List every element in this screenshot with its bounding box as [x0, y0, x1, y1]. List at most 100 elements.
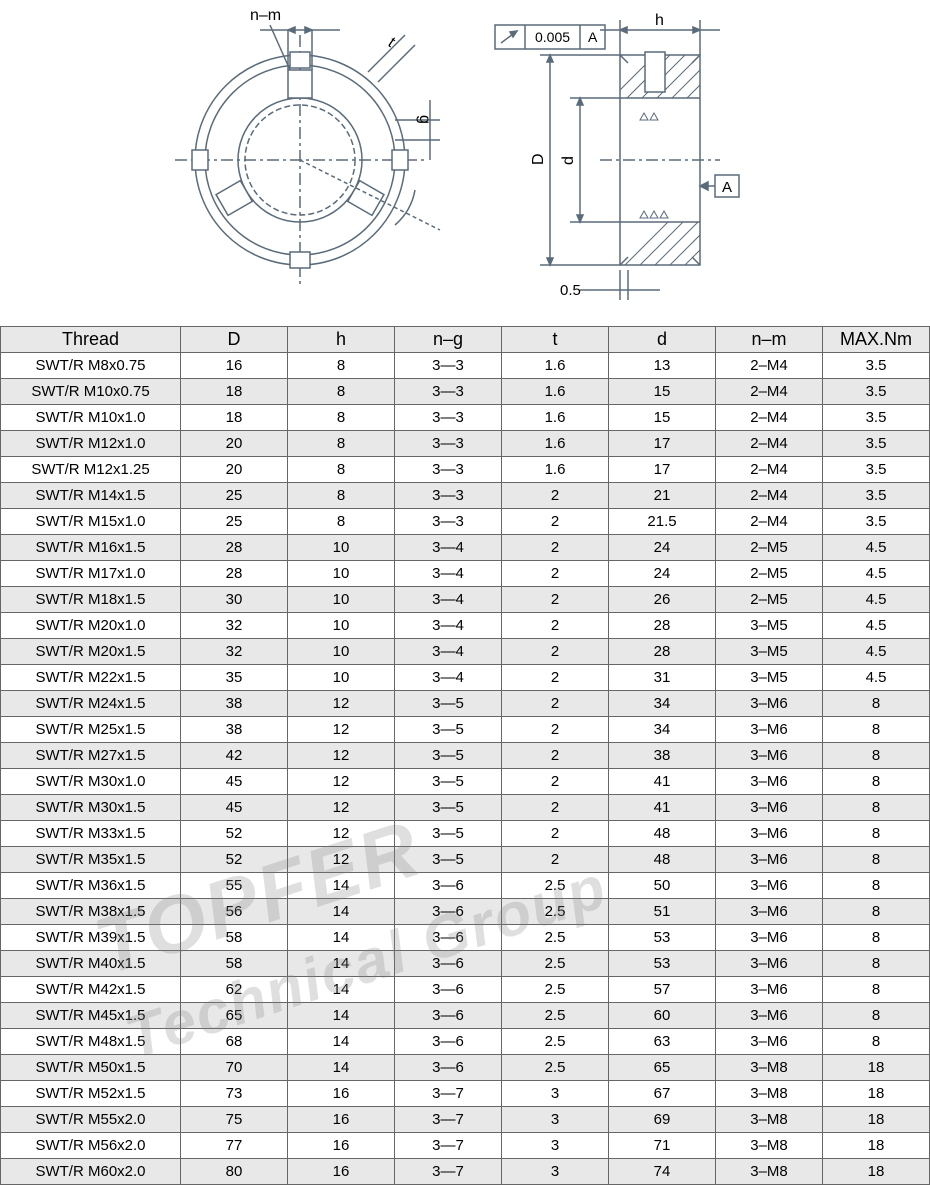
table-cell: SWT/R M40x1.5: [1, 951, 181, 977]
table-cell: 3—5: [395, 717, 502, 743]
table-row: SWT/R M8x0.751683—31.6132–M43.5: [1, 353, 930, 379]
table-cell: 52: [181, 821, 288, 847]
table-cell: 8: [288, 353, 395, 379]
table-cell: 2: [502, 561, 609, 587]
table-cell: 2: [502, 743, 609, 769]
table-cell: 8: [288, 431, 395, 457]
table-cell: 34: [609, 717, 716, 743]
table-cell: 57: [609, 977, 716, 1003]
label-g: g: [416, 115, 433, 124]
table-cell: SWT/R M50x1.5: [1, 1055, 181, 1081]
table-cell: SWT/R M24x1.5: [1, 691, 181, 717]
table-cell: 3—6: [395, 1055, 502, 1081]
table-cell: 8: [823, 1003, 930, 1029]
table-cell: 8: [823, 795, 930, 821]
table-cell: 3–M6: [716, 925, 823, 951]
table-row: SWT/R M39x1.558143—62.5533–M68: [1, 925, 930, 951]
table-cell: SWT/R M16x1.5: [1, 535, 181, 561]
table-cell: 14: [288, 873, 395, 899]
table-row: SWT/R M45x1.565143—62.5603–M68: [1, 1003, 930, 1029]
table-cell: 2–M4: [716, 379, 823, 405]
table-row: SWT/R M17x1.028103—42242–M54.5: [1, 561, 930, 587]
table-cell: 8: [823, 769, 930, 795]
table-cell: 2.5: [502, 899, 609, 925]
table-cell: SWT/R M36x1.5: [1, 873, 181, 899]
table-row: SWT/R M20x1.532103—42283–M54.5: [1, 639, 930, 665]
table-cell: SWT/R M12x1.0: [1, 431, 181, 457]
table-cell: 2: [502, 821, 609, 847]
label-half: 0.5: [560, 282, 581, 299]
table-row: SWT/R M18x1.530103—42262–M54.5: [1, 587, 930, 613]
col-nm: n–m: [716, 327, 823, 353]
table-cell: 3—3: [395, 483, 502, 509]
table-cell: 3: [502, 1107, 609, 1133]
table-row: SWT/R M30x1.545123—52413–M68: [1, 795, 930, 821]
table-cell: 8: [823, 717, 930, 743]
table-cell: 45: [181, 769, 288, 795]
table-cell: 16: [288, 1133, 395, 1159]
table-row: SWT/R M60x2.080163—73743–M818: [1, 1159, 930, 1185]
table-cell: 55: [181, 873, 288, 899]
table-row: SWT/R M38x1.556143—62.5513–M68: [1, 899, 930, 925]
table-cell: 3–M6: [716, 899, 823, 925]
table-cell: SWT/R M33x1.5: [1, 821, 181, 847]
table-cell: 3: [502, 1159, 609, 1185]
table-cell: 2–M5: [716, 535, 823, 561]
table-cell: 14: [288, 977, 395, 1003]
table-cell: SWT/R M20x1.0: [1, 613, 181, 639]
table-cell: 12: [288, 717, 395, 743]
table-cell: 3—5: [395, 821, 502, 847]
table-cell: 8: [823, 743, 930, 769]
table-cell: 3—4: [395, 535, 502, 561]
table-cell: 2.5: [502, 1029, 609, 1055]
table-cell: 28: [181, 535, 288, 561]
table-cell: SWT/R M48x1.5: [1, 1029, 181, 1055]
table-cell: 3–M5: [716, 639, 823, 665]
table-cell: 2–M4: [716, 405, 823, 431]
table-row: SWT/R M10x0.751883—31.6152–M43.5: [1, 379, 930, 405]
table-cell: 2–M4: [716, 431, 823, 457]
table-cell: 3—4: [395, 613, 502, 639]
table-cell: 3–M6: [716, 821, 823, 847]
table-cell: 18: [181, 405, 288, 431]
table-cell: 24: [609, 535, 716, 561]
table-cell: 3–M8: [716, 1055, 823, 1081]
table-cell: 2–M5: [716, 587, 823, 613]
table-cell: 20: [181, 457, 288, 483]
table-cell: 1.6: [502, 457, 609, 483]
table-row: SWT/R M56x2.077163—73713–M818: [1, 1133, 930, 1159]
table-cell: 8: [823, 1029, 930, 1055]
label-tolA: A: [588, 29, 598, 45]
table-cell: 2: [502, 665, 609, 691]
table-cell: 10: [288, 639, 395, 665]
table-cell: 4.5: [823, 665, 930, 691]
table-cell: SWT/R M22x1.5: [1, 665, 181, 691]
table-cell: 2: [502, 509, 609, 535]
table-cell: 10: [288, 561, 395, 587]
table-cell: SWT/R M27x1.5: [1, 743, 181, 769]
table-cell: 67: [609, 1081, 716, 1107]
table-cell: 21.5: [609, 509, 716, 535]
label-h: h: [655, 12, 664, 29]
table-cell: 1.6: [502, 379, 609, 405]
table-cell: 3.5: [823, 353, 930, 379]
table-cell: 3.5: [823, 405, 930, 431]
table-cell: 12: [288, 691, 395, 717]
table-cell: 68: [181, 1029, 288, 1055]
table-cell: 3–M6: [716, 795, 823, 821]
label-tol: 0.005: [535, 29, 570, 45]
table-cell: 3–M8: [716, 1081, 823, 1107]
table-cell: 16: [288, 1081, 395, 1107]
table-cell: 10: [288, 613, 395, 639]
table-cell: 3–M6: [716, 951, 823, 977]
table-cell: 14: [288, 1029, 395, 1055]
table-cell: 8: [823, 873, 930, 899]
table-row: SWT/R M12x1.252083—31.6172–M43.5: [1, 457, 930, 483]
table-cell: 8: [288, 379, 395, 405]
table-cell: 8: [823, 951, 930, 977]
table-cell: 2–M4: [716, 483, 823, 509]
table-cell: 3–M8: [716, 1133, 823, 1159]
table-cell: 58: [181, 951, 288, 977]
table-cell: 3—4: [395, 665, 502, 691]
table-cell: 12: [288, 795, 395, 821]
